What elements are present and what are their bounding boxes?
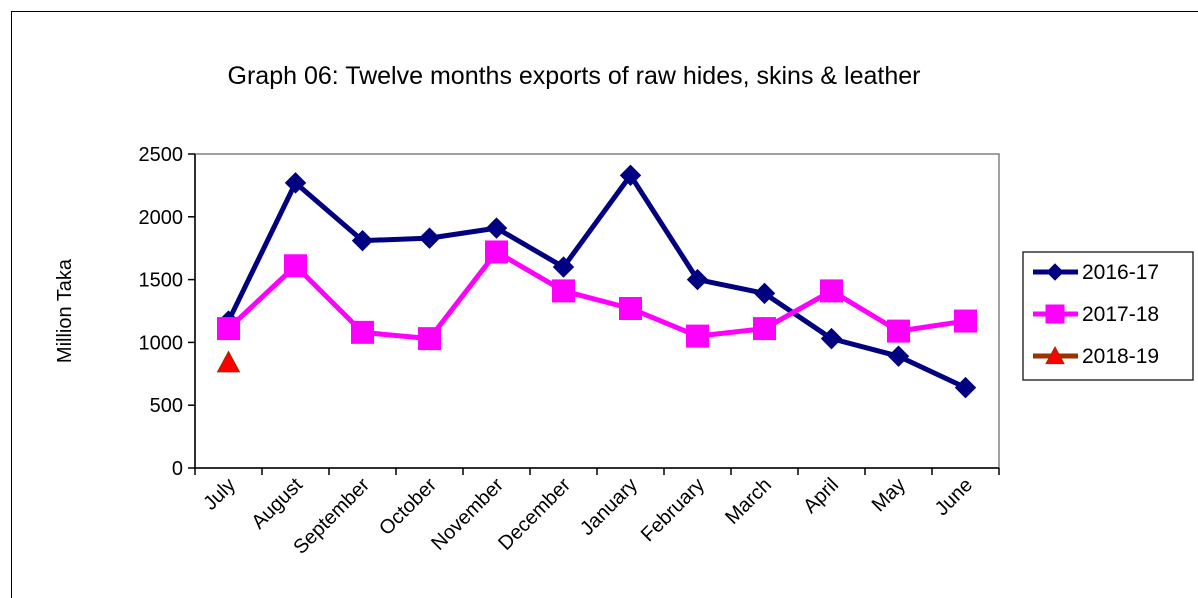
data-point bbox=[351, 320, 374, 344]
x-tick-label: November bbox=[427, 474, 508, 555]
y-tick-label: 2500 bbox=[139, 144, 184, 166]
series-line bbox=[226, 172, 967, 390]
data-point bbox=[686, 268, 709, 291]
data-point bbox=[753, 317, 776, 341]
y-tick-label: 1500 bbox=[139, 270, 184, 292]
data-point bbox=[418, 327, 441, 351]
chart-title: Graph 06: Twelve months exports of raw h… bbox=[228, 62, 921, 90]
data-point bbox=[485, 240, 508, 264]
y-tick-label: 2000 bbox=[139, 207, 184, 229]
y-tick-label: 500 bbox=[150, 395, 183, 417]
data-point bbox=[418, 227, 441, 249]
data-point bbox=[954, 376, 977, 399]
data-point bbox=[820, 279, 843, 303]
y-axis: 0 500 1000 1500 2000 2500 bbox=[139, 144, 196, 480]
data-point bbox=[485, 217, 508, 239]
legend-label: 2017-18 bbox=[1082, 303, 1159, 326]
data-point bbox=[887, 319, 910, 343]
data-point bbox=[619, 296, 642, 320]
data-point bbox=[284, 254, 307, 278]
legend-marker bbox=[1046, 263, 1064, 281]
data-point bbox=[216, 350, 241, 373]
y-axis-label: Million Taka bbox=[54, 258, 76, 363]
series-2018-19 bbox=[216, 350, 241, 373]
data-point bbox=[753, 282, 776, 305]
x-tick-label: December bbox=[494, 474, 575, 555]
x-tick-label: May bbox=[868, 474, 910, 516]
data-point bbox=[686, 324, 709, 348]
data-point bbox=[619, 164, 642, 187]
legend-label: 2018-19 bbox=[1082, 345, 1159, 368]
y-tick-label: 1000 bbox=[139, 332, 184, 354]
x-tick-label: January bbox=[576, 474, 642, 540]
legend: 2016-17 2017-18 2018-19 bbox=[1033, 261, 1159, 368]
x-tick-label: April bbox=[799, 474, 843, 518]
legend-marker bbox=[1045, 304, 1065, 324]
data-point bbox=[820, 327, 843, 350]
data-point bbox=[552, 279, 575, 303]
x-tick-label: July bbox=[199, 474, 240, 515]
x-tick-label: June bbox=[931, 474, 977, 520]
data-point bbox=[954, 309, 977, 333]
legend-marker bbox=[1045, 345, 1065, 365]
x-tick-label: March bbox=[721, 474, 776, 529]
x-tick-label: February bbox=[637, 474, 709, 546]
series-2016-17 bbox=[217, 164, 977, 399]
x-tick-label: October bbox=[375, 474, 441, 540]
series-2017-18 bbox=[217, 240, 977, 351]
x-tick-label: August bbox=[247, 474, 307, 534]
y-tick-label: 0 bbox=[172, 458, 183, 480]
legend-label: 2016-17 bbox=[1082, 261, 1159, 284]
data-point bbox=[217, 317, 240, 341]
data-point bbox=[351, 229, 374, 252]
series-group bbox=[216, 164, 977, 399]
data-point bbox=[552, 256, 575, 278]
data-point bbox=[284, 172, 307, 194]
data-point bbox=[887, 345, 910, 367]
